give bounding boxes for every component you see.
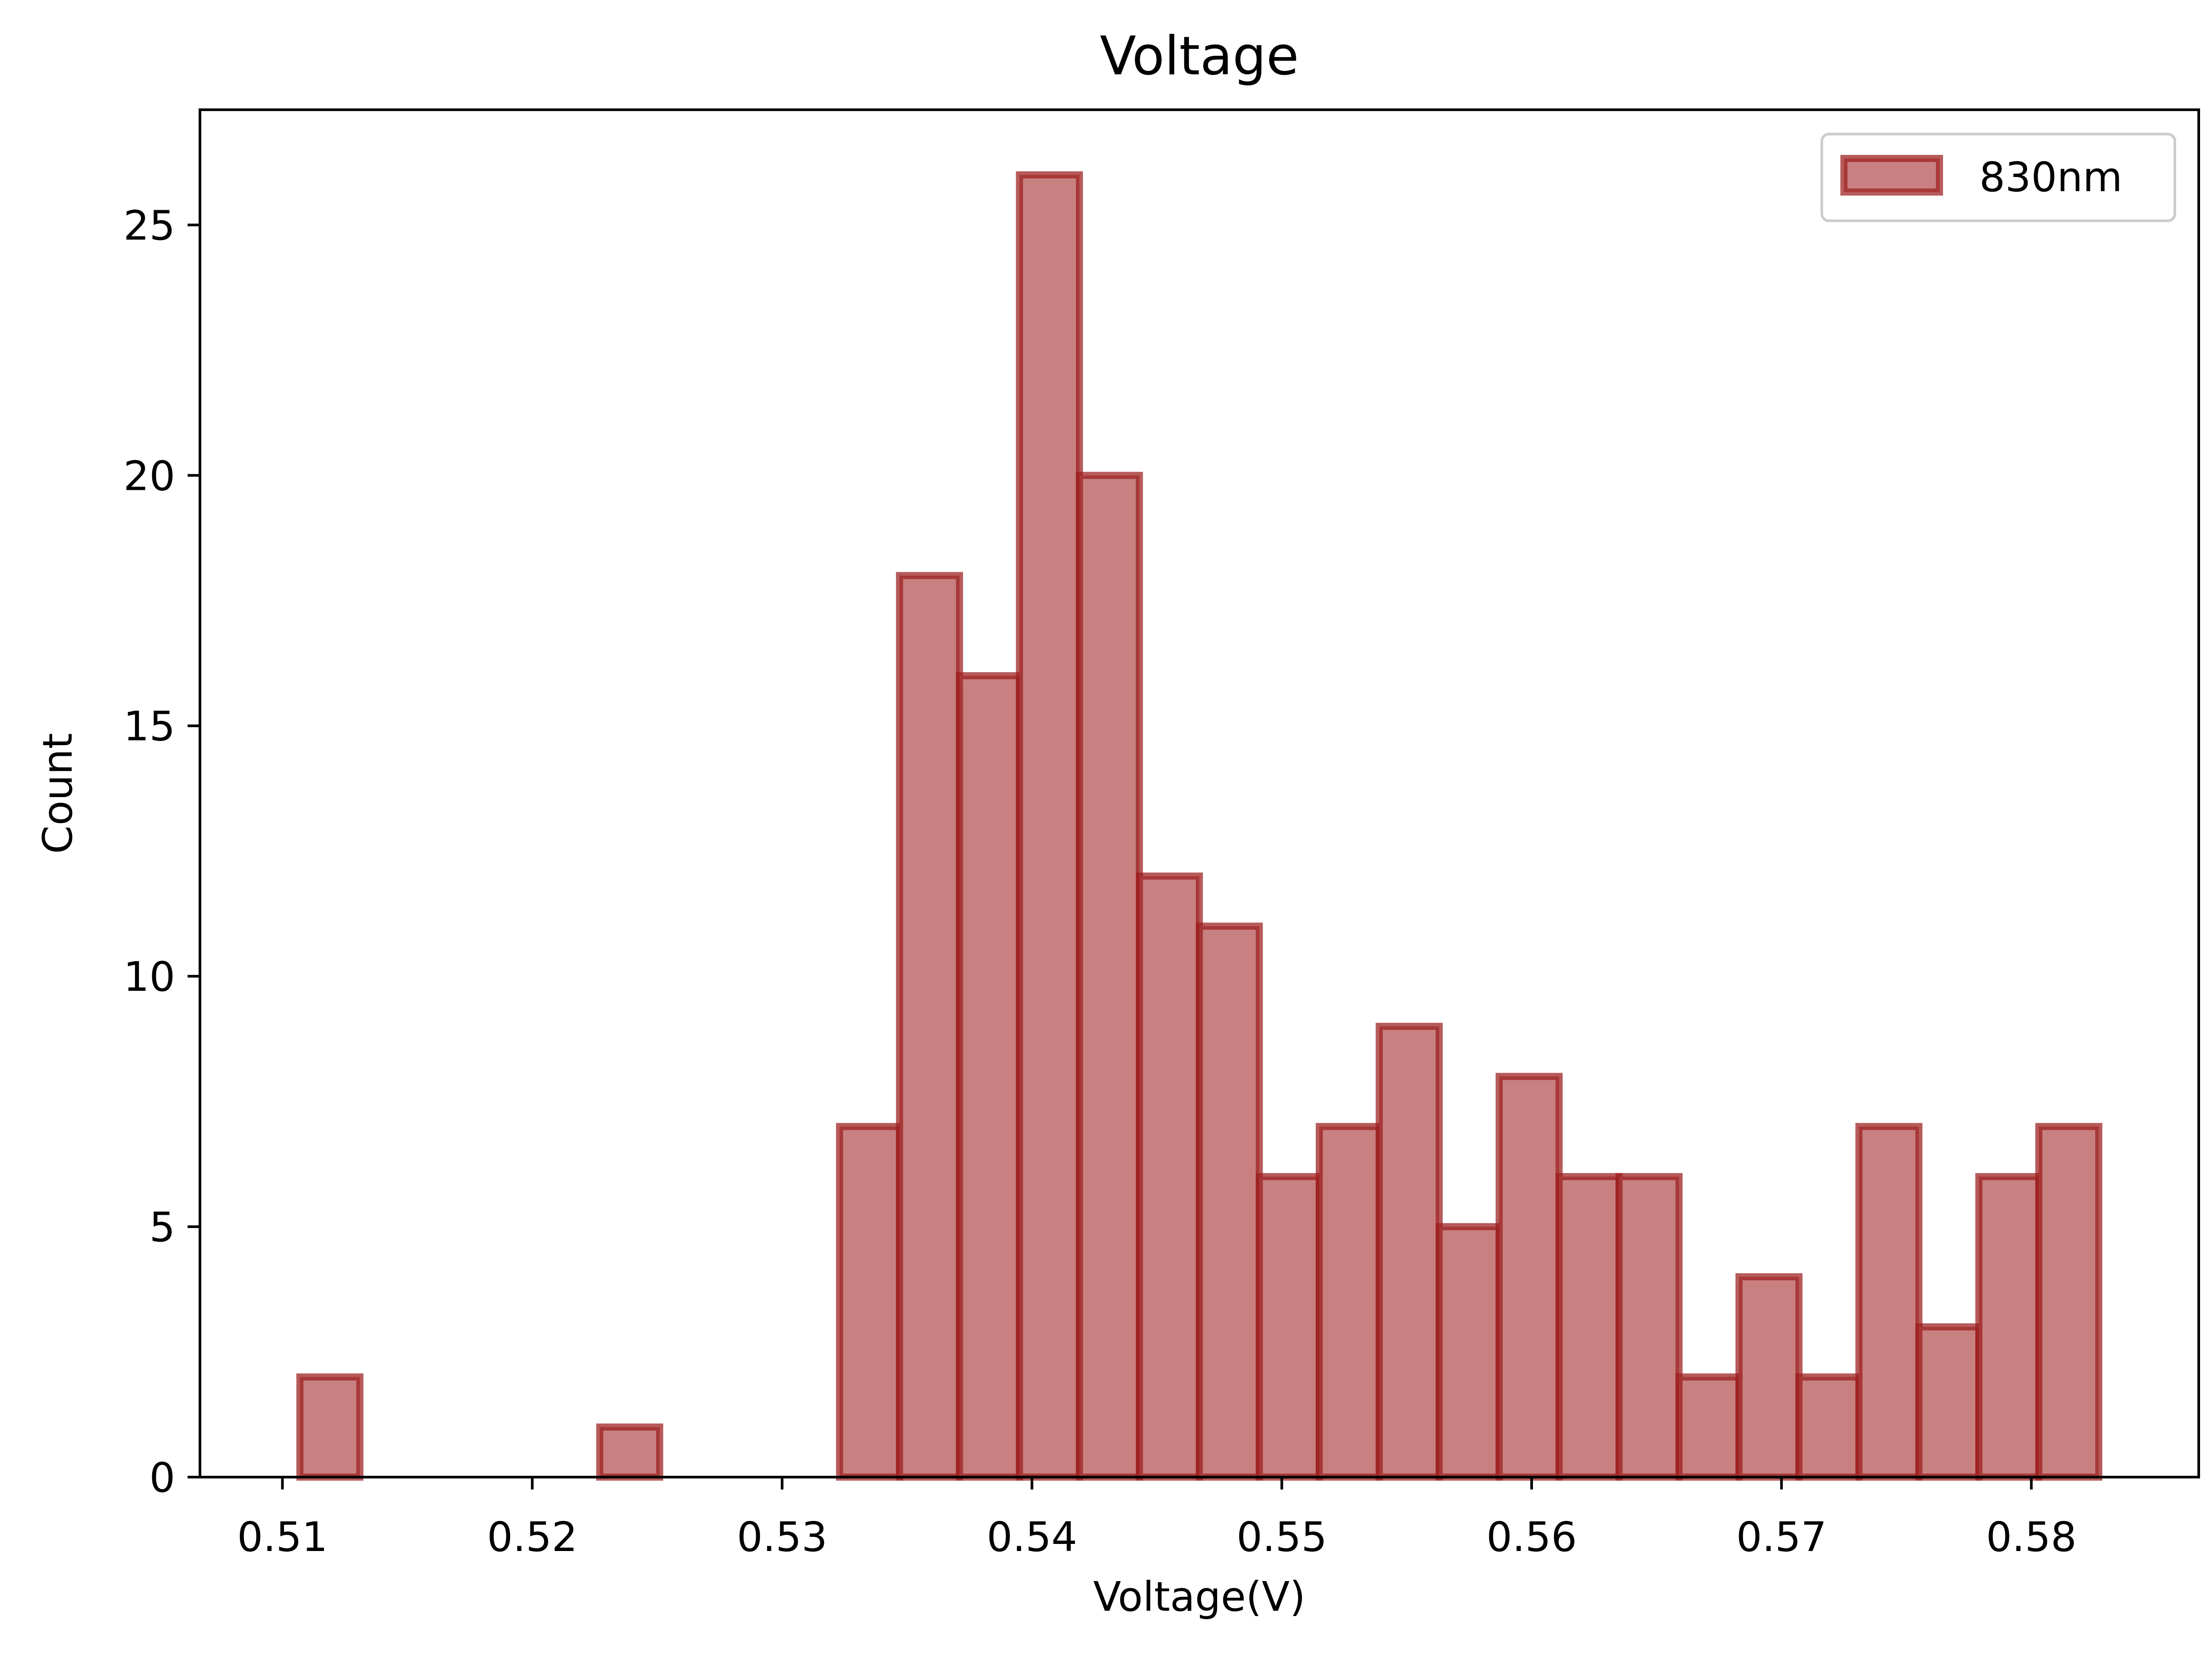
histogram-bar bbox=[1375, 1023, 1443, 1481]
histogram-bar bbox=[1016, 171, 1083, 1481]
x-axis-label: Voltage(V) bbox=[1093, 1573, 1306, 1620]
histogram-bar bbox=[1915, 1323, 1983, 1481]
histogram-bar bbox=[1316, 1123, 1383, 1481]
y-tick-label: 20 bbox=[123, 452, 175, 500]
x-tick-label: 0.56 bbox=[1486, 1513, 1577, 1561]
y-tick-label: 15 bbox=[123, 703, 175, 750]
y-tick-label: 10 bbox=[123, 953, 175, 1001]
y-tick-label: 25 bbox=[123, 202, 175, 249]
legend: 830nm bbox=[1820, 133, 2176, 222]
histogram-bar bbox=[1975, 1173, 2043, 1481]
bar-group bbox=[296, 171, 2103, 1481]
histogram-bar bbox=[296, 1373, 364, 1481]
x-tick-label: 0.55 bbox=[1237, 1513, 1327, 1561]
plot-frame bbox=[199, 108, 2200, 1478]
histogram-bar bbox=[1615, 1173, 1683, 1481]
histogram-bar bbox=[956, 672, 1023, 1481]
chart-title: Voltage bbox=[1100, 26, 1299, 87]
histogram-bar bbox=[2035, 1123, 2103, 1481]
x-tick-label: 0.58 bbox=[1986, 1513, 2077, 1561]
histogram-bar bbox=[836, 1123, 903, 1481]
x-tick-label: 0.57 bbox=[1736, 1513, 1827, 1561]
histogram-bar bbox=[1196, 922, 1263, 1481]
histogram-bar bbox=[1675, 1373, 1743, 1481]
histogram-bar bbox=[1855, 1123, 1923, 1481]
histogram-bar bbox=[896, 572, 963, 1481]
x-tick-label: 0.54 bbox=[987, 1513, 1077, 1561]
histogram-bar bbox=[1075, 472, 1143, 1481]
x-tick-label: 0.53 bbox=[737, 1513, 827, 1561]
histogram-bar bbox=[1436, 1223, 1503, 1481]
x-tick-label: 0.51 bbox=[237, 1513, 328, 1561]
y-tick-label: 5 bbox=[149, 1204, 175, 1251]
histogram-bar bbox=[1795, 1373, 1863, 1481]
histogram-bar bbox=[596, 1423, 664, 1481]
histogram-bar bbox=[1256, 1173, 1323, 1481]
y-axis: 0 5 10 15 20 25 bbox=[123, 202, 200, 1501]
x-tick-label: 0.52 bbox=[487, 1513, 578, 1561]
x-axis: 0.51 0.52 0.53 0.54 0.55 0.56 0.57 0.58 bbox=[237, 1477, 2077, 1561]
legend-label: 830nm bbox=[1979, 154, 2123, 201]
histogram-bar bbox=[1136, 872, 1203, 1481]
y-axis-label: Count bbox=[34, 733, 81, 854]
histogram-bar bbox=[1735, 1273, 1803, 1481]
legend-swatch bbox=[1840, 155, 1943, 196]
y-tick-label: 0 bbox=[149, 1454, 175, 1501]
histogram-bar bbox=[1495, 1073, 1563, 1481]
histogram-bar bbox=[1555, 1173, 1623, 1481]
